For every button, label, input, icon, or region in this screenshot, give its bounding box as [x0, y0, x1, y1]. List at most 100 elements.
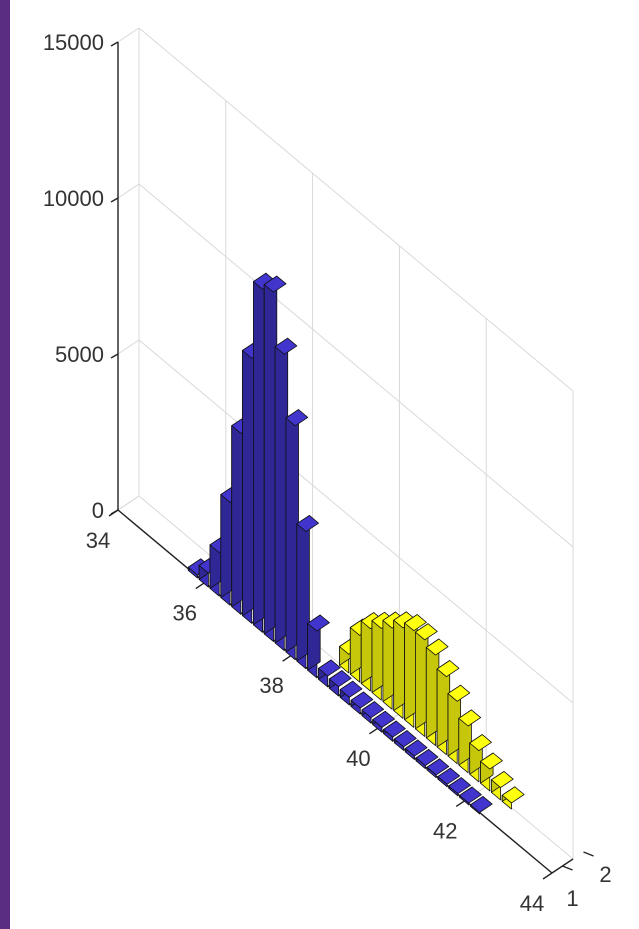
histogram-bar: [393, 730, 417, 751]
bar-top-face: [296, 515, 320, 532]
histogram-bar: [437, 767, 461, 788]
bar-top-face: [415, 749, 439, 766]
histogram-bar: [459, 786, 482, 806]
grid-line-z: [138, 339, 574, 704]
bar-top-face: [383, 720, 406, 738]
bar-top-face: [404, 614, 427, 632]
histogram-bar: [274, 337, 298, 652]
bar-top-face: [437, 767, 461, 785]
histogram-bar: [393, 611, 417, 719]
histogram-bar: [448, 777, 471, 797]
histogram-bar: [339, 680, 363, 706]
grid-line-wall: [117, 495, 140, 511]
bar-top-face: [425, 638, 449, 656]
bar-top-face: [328, 670, 352, 688]
x-tick-label: 38: [259, 673, 283, 698]
histogram-bar: [414, 623, 438, 737]
histogram-bar: [490, 771, 514, 801]
histogram-bar: [350, 691, 374, 715]
x-tick-label: 34: [86, 528, 110, 553]
y-tick-label: 1: [566, 886, 578, 911]
grid-line-z: [138, 27, 574, 392]
bar-top-face: [274, 337, 298, 355]
bar-top-face: [361, 701, 385, 719]
histogram-bar: [501, 786, 525, 810]
y-tick-label: 2: [599, 862, 611, 887]
x-tick-mark: [542, 872, 553, 880]
histogram-bar: [447, 684, 471, 765]
histogram-bar: [307, 614, 330, 679]
grid-line-z: [138, 183, 574, 548]
bar-top-face: [339, 680, 363, 698]
bar-top-face: [404, 739, 428, 757]
histogram-bar: [328, 670, 352, 697]
bar-top-face: [372, 710, 396, 728]
z-tick-label: 15000: [43, 30, 104, 55]
grid-line-wall: [117, 183, 140, 199]
x-tick-mark: [369, 727, 379, 735]
y-tick-mark: [583, 851, 594, 857]
x-tick-label: 44: [520, 891, 544, 916]
histogram-bar: [242, 341, 265, 624]
z-tick-mark: [110, 197, 119, 203]
z-tick-mark: [110, 41, 119, 47]
histogram-bar: [285, 409, 309, 661]
bar-top-face: [414, 623, 438, 641]
bar-top-face: [501, 786, 525, 804]
bar-top-face: [393, 730, 417, 748]
x-tick-mark: [455, 799, 466, 807]
x-tick-label: 40: [346, 746, 370, 771]
histogram-bar: [252, 272, 276, 633]
histogram-bar: [415, 749, 439, 770]
x-tick-label: 42: [433, 818, 457, 843]
x-tick-mark: [195, 582, 206, 590]
z-tick-label: 0: [92, 498, 104, 523]
histogram-bar: [404, 739, 428, 760]
y-tick-mark: [562, 865, 573, 871]
bar-top-face: [448, 777, 471, 795]
bar-top-face: [285, 409, 309, 427]
bar-top-face: [263, 275, 287, 293]
x-tick-mark: [282, 654, 292, 662]
bar-top-face: [307, 614, 330, 632]
histogram-bar: [209, 536, 233, 597]
bar-top-face: [469, 734, 492, 752]
x-tick-label: 36: [173, 601, 197, 626]
label-layer: 0 5000 10000 15000 34 36 38 40 42 44 12: [43, 30, 612, 916]
histogram-bar: [469, 796, 493, 815]
z-tick-label: 10000: [43, 186, 104, 211]
z-tick-mark: [110, 353, 119, 359]
bar-top-face: [469, 796, 493, 813]
chart-3d-histogram: 0 5000 10000 15000 34 36 38 40 42 44 12: [43, 27, 612, 916]
histogram-bar: [436, 660, 460, 756]
bar-top-face: [447, 684, 471, 702]
x-tick-mark: [108, 509, 119, 517]
histogram-bar: [361, 701, 385, 724]
bar-top-face: [426, 758, 450, 776]
histogram-bar: [425, 638, 449, 746]
histogram-bar: [349, 618, 373, 683]
histogram-bar: [458, 709, 482, 774]
histogram-bar: [231, 416, 254, 615]
bar-top-face: [458, 709, 482, 727]
z-tick-label: 5000: [55, 342, 104, 367]
bar-top-face: [350, 691, 374, 709]
histogram-bar: [318, 659, 341, 688]
bar-top-face: [318, 659, 341, 677]
histogram-bar: [372, 710, 396, 733]
grid-line-wall: [117, 339, 140, 355]
histogram-bar: [426, 758, 450, 779]
histogram-bar: [383, 720, 406, 742]
histogram-bar: [480, 752, 503, 792]
bar-top-face: [480, 752, 503, 770]
histogram-bar: [263, 275, 287, 642]
bar-top-face: [490, 771, 514, 788]
bar-top-face: [436, 660, 460, 678]
histogram-bar: [404, 614, 427, 728]
grid-line-wall: [117, 27, 140, 43]
histogram-bar: [469, 734, 492, 783]
histogram-bar: [296, 515, 320, 670]
bar-top-face: [459, 786, 482, 804]
bar-layer: [187, 272, 525, 815]
